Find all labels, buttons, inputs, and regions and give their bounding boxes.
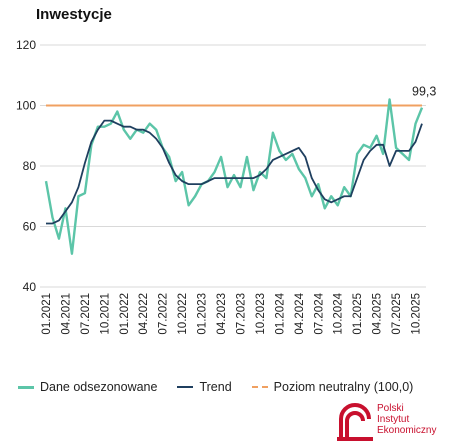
- legend-label-raw: Dane odsezonowane: [40, 380, 158, 394]
- logo-line-2: Instytut: [377, 414, 410, 425]
- y-tick-label: 80: [23, 159, 37, 173]
- x-tick-label: 10.2021: [99, 293, 111, 335]
- logo-line-1: Polski: [377, 403, 404, 414]
- x-tick-label: 04.2022: [138, 293, 150, 335]
- x-tick-label: 01.2021: [41, 293, 53, 335]
- x-tick-label: 01.2023: [197, 293, 209, 335]
- x-tick-label: 07.2023: [235, 293, 247, 335]
- x-tick-label: 10.2025: [411, 293, 423, 335]
- y-tick-label: 120: [16, 38, 36, 52]
- x-tick-label: 04.2025: [372, 293, 384, 335]
- logo-line-3: Ekonomiczny: [377, 425, 437, 436]
- legend-label-neutral: Poziom neutralny (100,0): [273, 380, 414, 394]
- legend-swatch-raw: [18, 385, 34, 389]
- x-tick-label: 07.2025: [391, 293, 403, 335]
- x-tick-label: 10.2022: [177, 293, 189, 335]
- legend-item-trend: Trend: [177, 380, 232, 394]
- x-tick-label: 10.2024: [333, 292, 345, 334]
- x-tick-label: 10.2023: [255, 293, 267, 335]
- series-line-raw: [44, 98, 424, 255]
- x-tick-label: 04.2024: [294, 292, 306, 334]
- x-tick-label: 04.2021: [60, 293, 72, 335]
- x-tick-label: 01.2022: [119, 293, 131, 335]
- legend-label-trend: Trend: [199, 380, 232, 394]
- x-tick-label: 07.2024: [313, 292, 325, 334]
- series-line-trend: [46, 119, 423, 225]
- legend-item-raw: Dane odsezonowane: [18, 380, 157, 394]
- x-tick-label: 04.2023: [216, 293, 228, 335]
- y-tick-label: 100: [16, 99, 36, 113]
- legend-item-neutral: Poziom neutralny (100,0): [251, 380, 414, 394]
- pie-logo: Polski Instytut Ekonomiczny: [337, 403, 447, 443]
- legend-swatch-trend: [177, 386, 194, 388]
- y-tick-label: 60: [23, 220, 37, 234]
- legend-swatch-neutral: [251, 386, 268, 388]
- x-tick-label: 01.2024: [274, 292, 286, 334]
- chart-legend: Dane odsezonowane Trend Poziom neutralny…: [18, 380, 433, 394]
- pie-logo-text: Polski Instytut Ekonomiczny: [377, 403, 436, 436]
- x-tick-label: 07.2021: [80, 293, 92, 335]
- y-tick-label: 40: [23, 280, 37, 294]
- chart-title: Inwestycje: [36, 6, 112, 23]
- data-label-last: 99,3: [412, 85, 436, 99]
- x-tick-label: 01.2025: [352, 293, 364, 335]
- x-tick-label: 07.2022: [158, 293, 170, 335]
- line-chart: 40 60 80 100 120 01.2021 04.2021 07.2021 10.2021…: [16, 38, 436, 335]
- pie-logo-mark-icon: [337, 403, 373, 441]
